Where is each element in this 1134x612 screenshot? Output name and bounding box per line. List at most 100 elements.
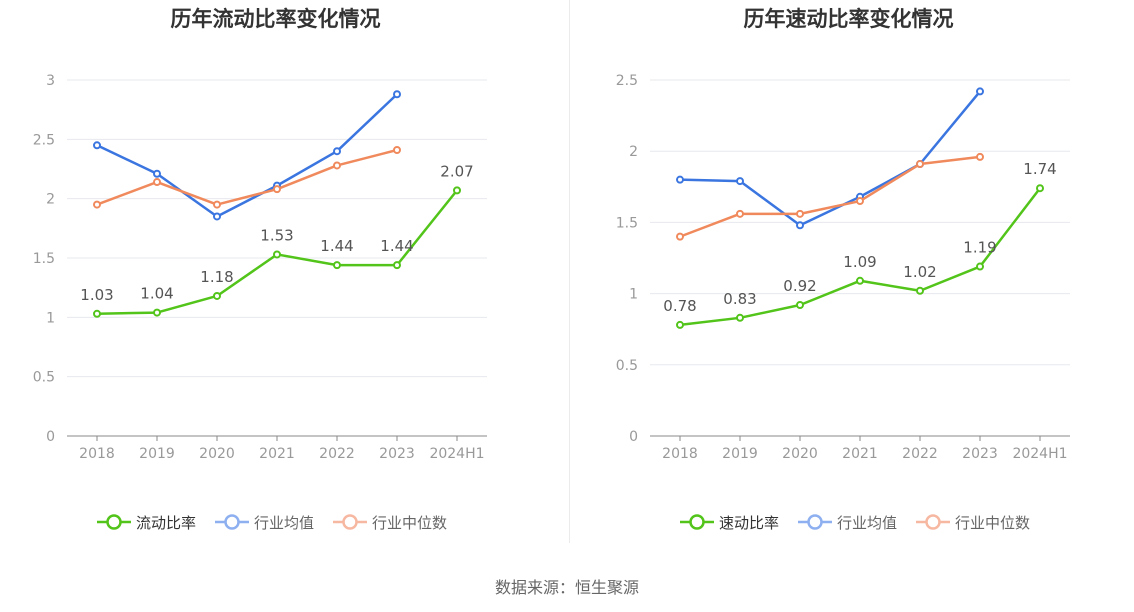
industry-median-series-line (679, 155, 981, 238)
legend-label: 行业均值 (254, 513, 315, 532)
y-tick-label: 2 (46, 192, 55, 208)
y-tick-label: 2.5 (616, 73, 638, 89)
company-data-point (273, 250, 281, 259)
data-label: 1.44 (320, 237, 353, 255)
data-label: 0.83 (723, 290, 756, 308)
legend-label: 速动比率 (719, 513, 780, 532)
company-data-point (1036, 184, 1044, 193)
x-tick-label: 2020 (782, 446, 818, 462)
industry-avg-data-point (213, 212, 221, 221)
industry-median-data-point (676, 232, 684, 241)
x-tick-label: 2023 (379, 446, 415, 462)
company-data-point (93, 309, 101, 318)
company-data-point (856, 276, 864, 285)
company-data-point (676, 320, 684, 329)
chart-title: 历年流动比率变化情况 (170, 7, 381, 31)
legend-industry-median-icon (333, 514, 368, 530)
industry-avg-data-point (736, 177, 744, 186)
company-data-point (453, 186, 461, 195)
industry-median-data-point (976, 152, 984, 161)
y-tick-label: 3 (46, 73, 55, 89)
legend-item-industry-avg[interactable]: 行业均值 (214, 512, 314, 533)
legend-item-industry-median[interactable]: 行业中位数 (332, 512, 447, 533)
current-ratio-chart-panel: 历年流动比率变化情况 0 0.5 1 1.5 2 2.5 3 2018 2019 2020 2021… (0, 0, 567, 560)
y-tick-label: 2 (629, 144, 638, 160)
quick-ratio-plot: 0 0.5 1 1.5 2 2.5 2018 2019 2020 2021 2022 2023 2024… (616, 73, 1070, 462)
data-label: 0.92 (783, 277, 816, 295)
data-label: 1.18 (200, 268, 233, 286)
industry-avg-data-point (676, 175, 684, 184)
company-data-point (333, 261, 341, 270)
industry-avg-series-line (679, 90, 981, 227)
y-tick-label: 1.5 (616, 215, 638, 231)
x-tick-label: 2022 (902, 446, 938, 462)
industry-median-data-point (796, 209, 804, 218)
x-tick-label: 2021 (842, 446, 878, 462)
legend-label: 行业中位数 (372, 513, 448, 532)
x-tick-label: 2018 (79, 446, 115, 462)
industry-avg-data-point (153, 169, 161, 178)
legend-label: 行业中位数 (955, 513, 1031, 532)
y-tick-label: 0 (46, 429, 55, 445)
legend-industry-avg-icon (215, 514, 250, 530)
data-source-note: 数据来源：恒生聚源 (494, 578, 639, 597)
data-label: 1.19 (963, 239, 996, 257)
industry-median-data-point (856, 197, 864, 206)
chart-legend: 速动比率 行业均值 行业中位数 (679, 510, 1048, 534)
company-data-point (393, 261, 401, 270)
company-data-point (796, 300, 804, 309)
legend-item-industry-median[interactable]: 行业中位数 (915, 512, 1030, 533)
data-label: 0.78 (663, 297, 696, 315)
industry-avg-data-point (976, 87, 984, 96)
legend-label: 行业均值 (837, 513, 898, 532)
data-label: 1.09 (843, 253, 876, 271)
industry-median-series-line (96, 148, 398, 206)
y-tick-label: 1 (46, 310, 55, 326)
data-label: 2.07 (440, 162, 473, 180)
chart-title: 历年速动比率变化情况 (743, 7, 954, 31)
industry-median-data-point (213, 200, 221, 209)
y-tick-label: 1.5 (33, 251, 55, 267)
x-tick-label: 2018 (662, 446, 698, 462)
panel-divider (569, 0, 570, 543)
industry-avg-data-point (393, 90, 401, 99)
industry-avg-data-point (93, 141, 101, 150)
industry-avg-series-line (96, 93, 398, 218)
x-tick-label: 2021 (259, 446, 295, 462)
legend-item-industry-avg[interactable]: 行业均值 (797, 512, 897, 533)
company-data-point (976, 262, 984, 271)
y-tick-label: 2.5 (33, 132, 55, 148)
company-data-point (153, 308, 161, 317)
company-data-point (916, 286, 924, 295)
data-label: 1.04 (140, 285, 173, 303)
current-ratio-plot: 0 0.5 1 1.5 2 2.5 3 2018 2019 2020 2021 2022 2023 202… (33, 73, 487, 462)
x-tick-label: 2020 (199, 446, 235, 462)
industry-median-data-point (93, 200, 101, 209)
y-tick-label: 1 (629, 287, 638, 303)
industry-median-data-point (736, 209, 744, 218)
data-label: 1.53 (260, 226, 293, 244)
x-tick-label: 2022 (319, 446, 355, 462)
legend-industry-avg-icon (798, 514, 833, 530)
data-label: 1.44 (380, 237, 413, 255)
legend-item-quick-ratio[interactable]: 速动比率 (679, 512, 779, 533)
legend-item-current-ratio[interactable]: 流动比率 (96, 512, 196, 533)
legend-label: 流动比率 (136, 513, 197, 532)
data-label: 1.02 (903, 263, 936, 281)
data-label: 1.03 (80, 286, 113, 304)
quick-ratio-chart-panel: 历年速动比率变化情况 0 0.5 1 1.5 2 2.5 2018 2019 2020 2021 2… (567, 0, 1134, 560)
industry-median-data-point (393, 146, 401, 155)
industry-avg-data-point (333, 147, 341, 156)
industry-avg-data-point (796, 221, 804, 230)
legend-industry-median-icon (916, 514, 951, 530)
company-data-point (736, 313, 744, 322)
chart-legend: 流动比率 行业均值 行业中位数 (96, 510, 465, 534)
x-tick-label: 2024H1 (429, 446, 484, 462)
industry-median-data-point (153, 178, 161, 187)
y-tick-label: 0.5 (616, 358, 638, 374)
x-tick-label: 2019 (139, 446, 175, 462)
y-tick-label: 0 (629, 429, 638, 445)
y-tick-label: 0.5 (33, 370, 55, 386)
x-tick-label: 2023 (962, 446, 998, 462)
industry-median-data-point (333, 161, 341, 170)
